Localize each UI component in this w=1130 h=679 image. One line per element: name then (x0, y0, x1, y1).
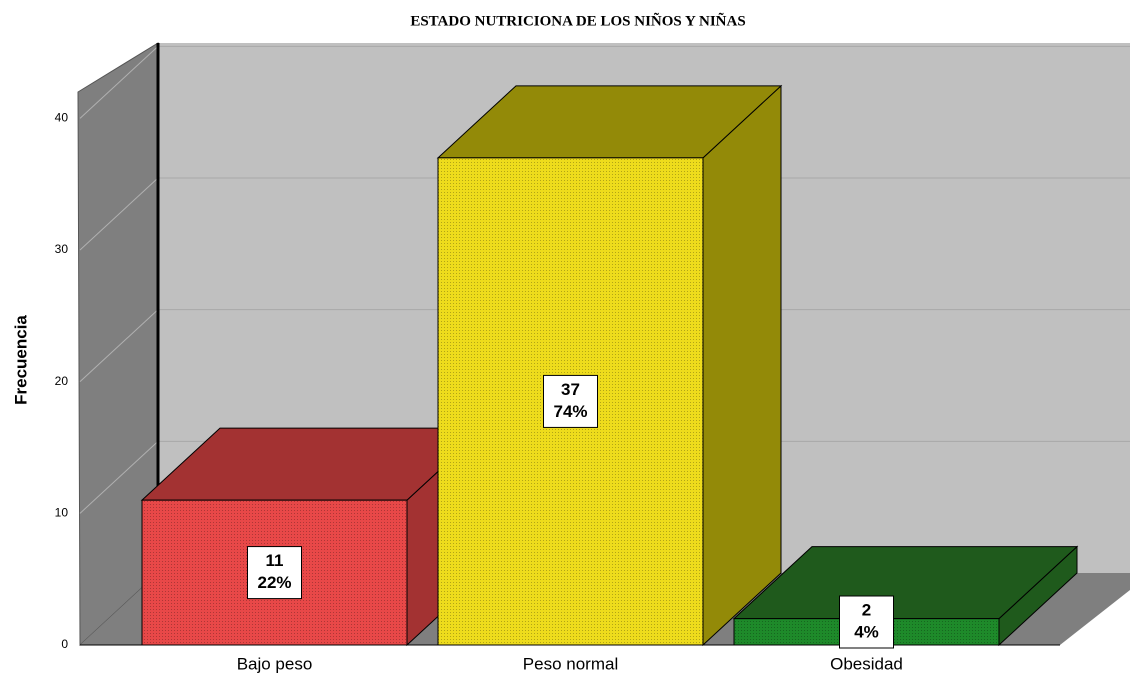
data-label: 74% (553, 402, 587, 421)
grid-line (79, 309, 159, 383)
chart-title: ESTADO NUTRICIONA DE LOS NIÑOS Y NIÑAS (410, 11, 745, 29)
grid-line (79, 45, 159, 119)
x-tick-label: Obesidad (830, 654, 903, 673)
y-axis-title: Frecuencia (11, 315, 30, 405)
x-tick-label: Peso normal (523, 654, 618, 673)
grid-line (79, 440, 159, 514)
grid-line (79, 177, 159, 251)
data-label: 4% (854, 622, 879, 641)
y-tick-label: 30 (55, 242, 69, 256)
data-label: 22% (257, 573, 291, 592)
y-tick-label: 0 (61, 637, 68, 651)
y-tick-label: 40 (55, 111, 69, 125)
x-tick-label: Bajo peso (237, 654, 313, 673)
data-label: 37 (561, 380, 580, 399)
data-label-box (543, 374, 598, 428)
y-tick-label: 10 (55, 506, 69, 520)
y-tick-label: 20 (55, 374, 69, 388)
data-label-box (247, 546, 302, 600)
data-label-box (839, 595, 894, 649)
bar-side (702, 84, 782, 647)
data-label: 11 (266, 551, 284, 570)
data-label: 2 (862, 600, 871, 619)
